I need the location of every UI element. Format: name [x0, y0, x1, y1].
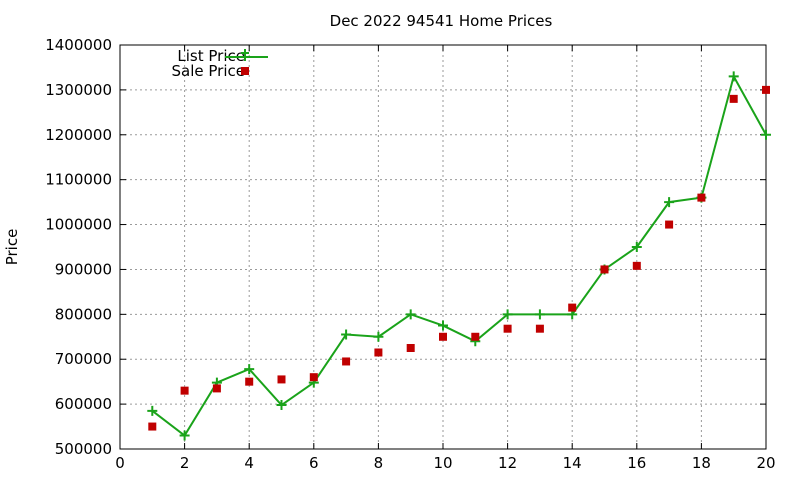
data-point	[503, 324, 512, 333]
x-tick-label: 4	[244, 454, 254, 472]
legend-label-list-price: List Price	[177, 47, 245, 65]
series-sale-price	[148, 85, 770, 431]
y-tick-label: 1300000	[45, 81, 112, 99]
x-tick-label: 2	[180, 454, 190, 472]
data-point	[471, 332, 480, 341]
data-point	[406, 344, 415, 352]
legend-marker-sale-price	[241, 67, 249, 75]
data-point	[438, 320, 448, 331]
y-tick-label: 700000	[55, 350, 112, 368]
data-point	[147, 405, 158, 416]
data-point	[502, 309, 513, 320]
legend-marker-list-price	[241, 49, 249, 61]
y-tick-label: 1400000	[45, 36, 112, 54]
data-point	[664, 197, 675, 208]
y-tick-label: 800000	[55, 305, 112, 323]
x-tick-label: 0	[115, 454, 125, 472]
y-axis-label: Price	[3, 229, 21, 266]
data-point	[729, 94, 738, 103]
data-point	[179, 430, 190, 441]
y-axis: 500000 600000 700000 800000 900000 1000000 110…	[45, 36, 766, 458]
data-point	[535, 324, 544, 333]
x-tick-label: 8	[374, 454, 384, 472]
series-layer	[147, 71, 771, 441]
data-point	[600, 265, 609, 274]
data-point	[761, 129, 771, 140]
x-tick-label: 20	[756, 454, 775, 472]
data-point	[568, 303, 577, 312]
data-point	[277, 375, 286, 384]
x-tick-label: 10	[433, 454, 452, 472]
y-tick-label: 1100000	[45, 171, 112, 189]
data-point	[631, 242, 642, 252]
series-line	[151, 73, 767, 438]
y-tick-label: 600000	[55, 395, 112, 413]
data-point	[697, 193, 706, 202]
data-point	[342, 357, 351, 366]
x-tick-label: 16	[627, 454, 646, 472]
data-point	[212, 384, 221, 393]
legend: List Price Sale Price	[172, 47, 268, 80]
y-tick-label: 1200000	[45, 126, 112, 144]
data-point	[439, 332, 447, 341]
data-point	[244, 364, 255, 375]
data-point	[245, 377, 254, 386]
data-point	[309, 373, 318, 382]
data-point	[405, 309, 416, 320]
y-tick-label: 500000	[55, 440, 112, 458]
data-point	[762, 85, 770, 94]
data-point	[665, 220, 674, 229]
data-point	[148, 422, 157, 431]
data-point	[180, 386, 189, 395]
legend-label-sale-price: Sale Price	[172, 62, 245, 80]
data-point	[534, 309, 545, 320]
x-tick-label: 6	[309, 454, 319, 472]
series-list-price	[147, 71, 771, 441]
data-point	[728, 71, 739, 82]
x-axis: 0 2 4 6 8 10 12 14 16 18 20	[115, 45, 776, 472]
data-point	[341, 329, 352, 340]
y-tick-label: 900000	[55, 260, 112, 278]
chart-title: Dec 2022 94541 Home Prices	[330, 12, 553, 30]
data-point	[374, 348, 383, 357]
data-point	[632, 261, 641, 270]
y-tick-label: 1000000	[45, 216, 112, 234]
x-tick-label: 14	[563, 454, 582, 472]
x-tick-label: 12	[498, 454, 517, 472]
x-tick-label: 18	[692, 454, 711, 472]
data-point	[276, 400, 287, 411]
data-point	[373, 331, 384, 342]
